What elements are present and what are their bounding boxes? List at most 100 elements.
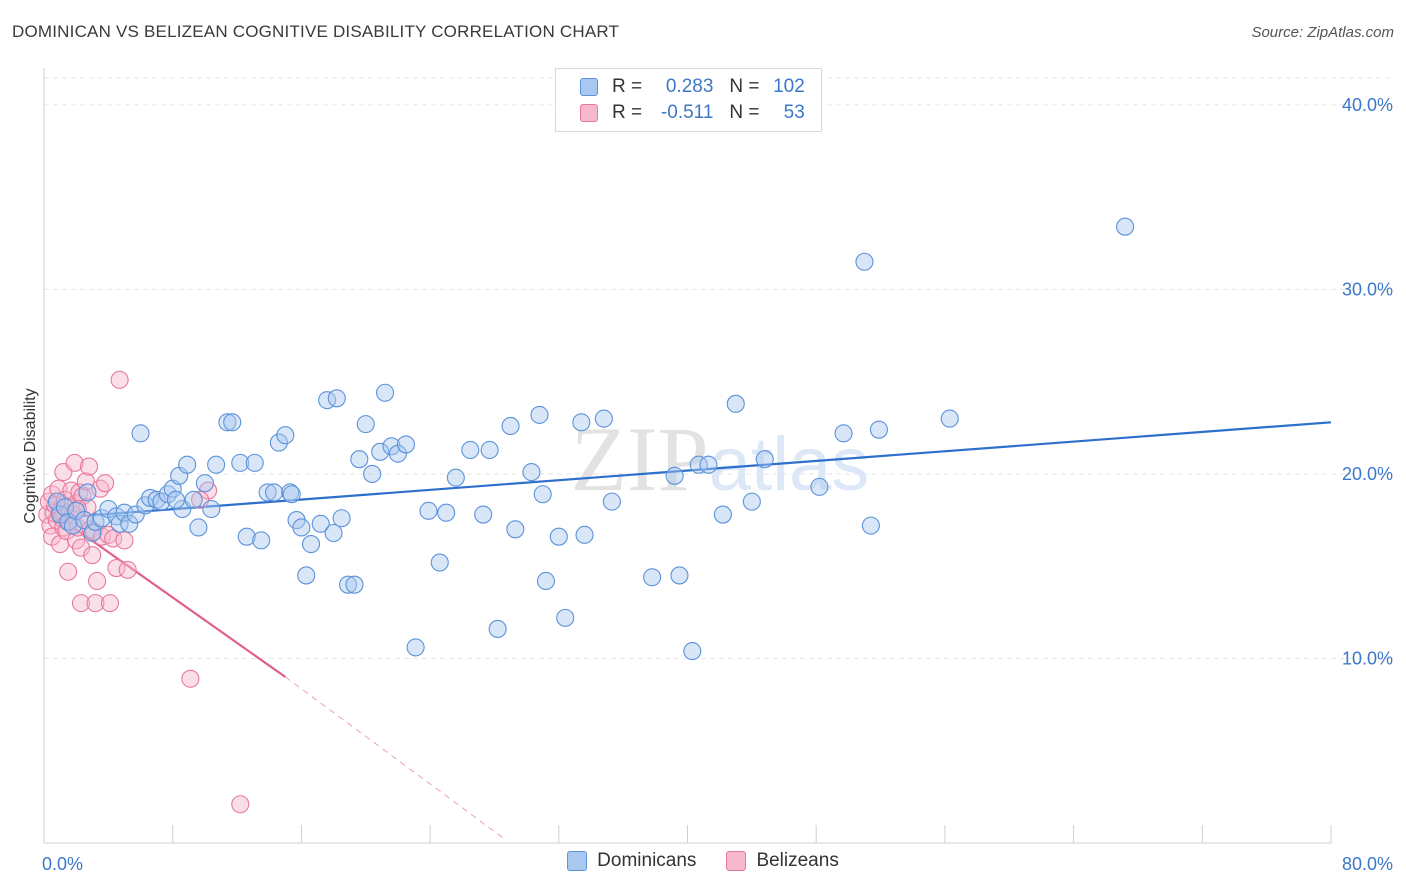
dominican-point xyxy=(63,516,83,535)
tick-labels: 10.0% 20.0% 30.0% 40.0% 0.0% 80.0% xyxy=(42,95,1393,874)
dominican-point xyxy=(855,252,874,271)
legend-item-belizeans: Belizeans xyxy=(726,850,839,872)
dominican-point xyxy=(92,509,111,528)
dominican-point xyxy=(223,413,242,432)
dominican-point xyxy=(276,426,295,445)
dominican-point xyxy=(406,638,425,657)
legend-item-dominicans: Dominicans xyxy=(567,850,696,872)
y-tick-label: 40.0% xyxy=(1342,95,1393,115)
dominican-point xyxy=(110,514,129,533)
legend-n-label: N = xyxy=(729,76,760,97)
legend-n-value: 102 xyxy=(773,76,805,97)
dominican-point xyxy=(699,455,718,474)
legend-swatch-blue xyxy=(580,78,598,96)
dominican-point xyxy=(396,435,416,454)
dominican-point xyxy=(461,440,480,460)
data-points xyxy=(38,217,1135,814)
belizean-point xyxy=(65,453,84,472)
dominican-point xyxy=(78,483,97,502)
dominican-point xyxy=(480,440,499,460)
belizean-point xyxy=(96,474,115,493)
dominican-point xyxy=(689,455,708,474)
dominican-point xyxy=(940,409,959,428)
belizean-point xyxy=(71,538,91,557)
legend-n-label: N = xyxy=(729,102,760,123)
dominican-point xyxy=(506,520,525,539)
dominican-point xyxy=(75,511,94,530)
belizean-point xyxy=(59,562,78,581)
dominican-point xyxy=(670,566,689,585)
dominican-point xyxy=(371,442,390,461)
belizean-point xyxy=(231,795,250,814)
watermark: ZIPatlas xyxy=(571,408,870,510)
dominican-point xyxy=(332,509,351,528)
dominican-point xyxy=(184,490,203,509)
dominican-point xyxy=(265,483,284,502)
dominican-point xyxy=(231,453,250,472)
legend-n-value: 53 xyxy=(783,102,805,123)
dominican-point xyxy=(363,464,382,484)
dominican-point xyxy=(195,474,214,493)
grid-lines xyxy=(44,77,1394,659)
dominican-point xyxy=(218,413,237,432)
dominican-point xyxy=(152,492,171,511)
dominican-point xyxy=(501,416,520,436)
dominican-point xyxy=(575,525,594,544)
dominican-point xyxy=(207,455,226,474)
dominican-point xyxy=(419,501,438,520)
dominican-point xyxy=(488,619,507,639)
dominican-point xyxy=(1116,217,1135,236)
belizean-point xyxy=(88,571,107,591)
dominican-point xyxy=(522,463,541,482)
dominican-point xyxy=(376,383,395,402)
legend-r-label: R = xyxy=(612,76,643,97)
dominican-point xyxy=(602,492,621,511)
dominican-point xyxy=(474,505,493,524)
dominican-point xyxy=(345,575,364,594)
dominican-point xyxy=(178,455,197,474)
x-tick-label: 0.0% xyxy=(42,854,83,874)
dominican-point xyxy=(269,433,288,452)
dominican-point xyxy=(726,394,745,413)
legend-row-dominicans: R = 0.283 N = 102 xyxy=(580,74,805,100)
dominican-point xyxy=(430,553,449,572)
dominican-point xyxy=(120,514,139,533)
legend-r-value: 0.283 xyxy=(665,76,714,97)
dominican-point xyxy=(202,499,221,519)
y-tick-label: 20.0% xyxy=(1342,464,1393,484)
dominican-point xyxy=(237,527,256,546)
dominican-point xyxy=(292,518,311,537)
dominican-point xyxy=(189,518,208,537)
legend-label-belizeans: Belizeans xyxy=(756,850,839,871)
belizean-point xyxy=(110,370,129,389)
dominican-point xyxy=(594,409,613,428)
dominican-point xyxy=(126,505,145,524)
x-tick-label: 80.0% xyxy=(1342,854,1393,874)
belizean-point xyxy=(79,457,99,476)
belizean-point xyxy=(83,546,102,565)
belizean-point xyxy=(71,594,91,613)
axes xyxy=(43,68,1332,844)
legend-r-label: R = xyxy=(612,102,643,123)
chart-title: DOMINICAN VS BELIZEAN COGNITIVE DISABILI… xyxy=(12,22,620,41)
dominican-point xyxy=(131,424,150,443)
y-tick-label: 30.0% xyxy=(1342,279,1393,299)
legend-swatch-pink xyxy=(580,104,598,122)
y-tick-label: 10.0% xyxy=(1342,648,1393,668)
dominican-point xyxy=(683,642,702,661)
dominican-point xyxy=(446,468,465,487)
dominican-point xyxy=(258,483,277,502)
belizean-point xyxy=(115,531,134,550)
dominican-point xyxy=(311,514,330,533)
dominican-point xyxy=(324,523,343,543)
dominican-point xyxy=(252,531,271,550)
dominican-point xyxy=(665,466,684,485)
dominican-point xyxy=(282,485,301,504)
stats-legend: R = 0.283 N = 102 R = -0.511 N = 53 xyxy=(555,68,822,132)
dominican-point xyxy=(83,523,102,543)
belizean-point xyxy=(181,669,200,688)
dominican-point xyxy=(115,503,134,522)
dominican-point xyxy=(339,575,358,594)
dominican-point xyxy=(834,424,853,443)
dominican-point xyxy=(742,492,761,511)
